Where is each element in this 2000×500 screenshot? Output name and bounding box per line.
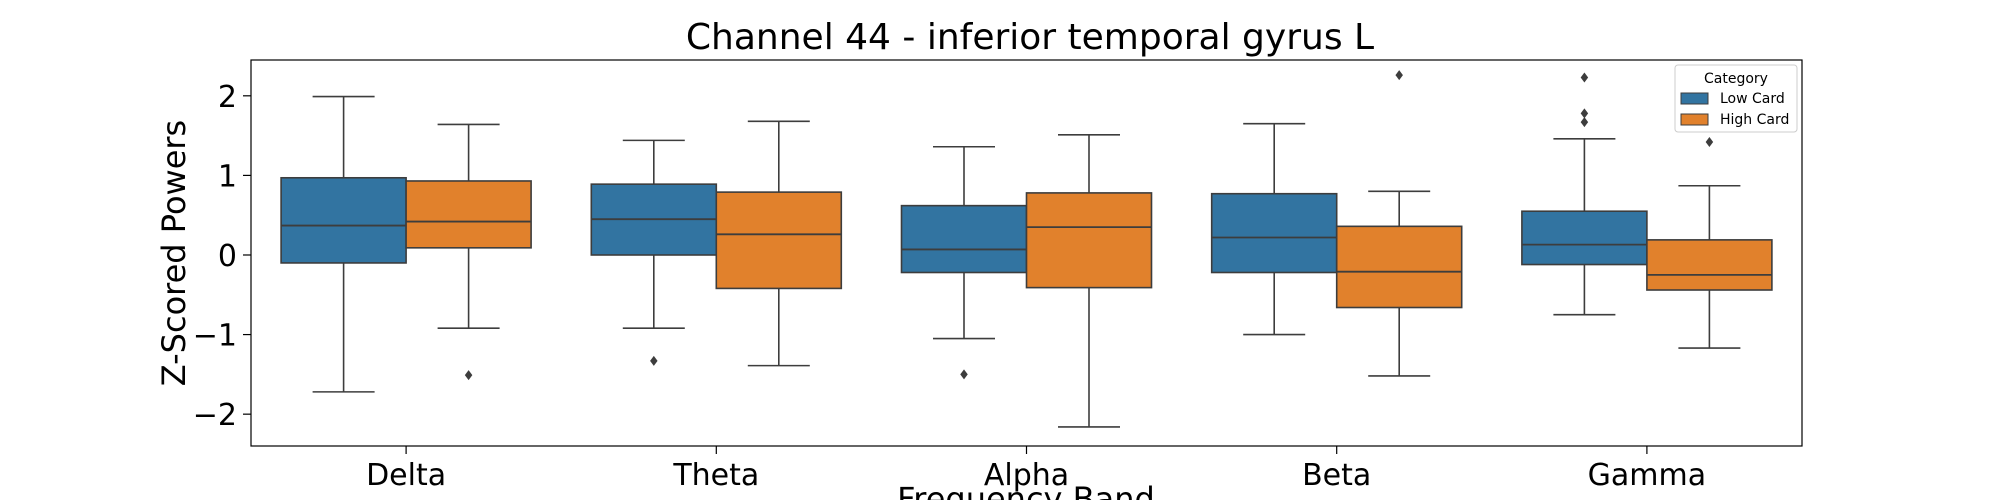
y-tick-label: 0 (218, 239, 237, 274)
legend: Category Low Card High Card (1674, 64, 1798, 133)
y-tick-label: 1 (218, 159, 237, 194)
legend-title: Category (1704, 71, 1768, 87)
x-tick-label: Theta (672, 458, 759, 493)
box-high-card (1646, 239, 1773, 291)
legend-swatch-low-card (1680, 92, 1709, 105)
outlier-point-low-card (1580, 108, 1589, 119)
outlier-point-high-card (464, 370, 473, 381)
legend-label-low-card: Low Card (1720, 91, 1785, 107)
y-axis-label: Z-Scored Powers (155, 120, 193, 386)
outlier-point-high-card (1705, 136, 1714, 147)
chart-title: Channel 44 - inferior temporal gyrus L (686, 17, 1374, 58)
legend-swatch-high-card (1680, 113, 1709, 126)
outlier-point-low-card (1580, 117, 1589, 128)
legend-label-high-card: High Card (1720, 112, 1789, 128)
x-tick-label: Delta (366, 458, 446, 493)
box-high-card (405, 180, 532, 249)
y-tick-label: 2 (218, 80, 237, 115)
x-tick-label: Alpha (984, 458, 1069, 493)
box-high-card (715, 191, 843, 290)
box-low-card (1210, 192, 1338, 274)
outlier-point-low-card (650, 355, 658, 366)
plot-layer: −2 −1 0 1 2 Delta Theta Alpha Beta Gamma (193, 70, 1773, 493)
box-high-card (1335, 225, 1463, 309)
box-low-card (900, 204, 1028, 274)
outlier-point-low-card (1580, 72, 1589, 83)
y-tick-label: −1 (193, 319, 237, 354)
x-tick-label: Gamma (1588, 458, 1706, 493)
x-tick-label: Beta (1302, 458, 1371, 493)
outlier-point-high-card (1395, 70, 1403, 81)
box-low-card (280, 176, 407, 264)
plot-frame (250, 59, 1803, 447)
box-low-card (1521, 210, 1648, 266)
x-axis-label: Frequency Band (897, 480, 1155, 500)
outlier-point-low-card (960, 369, 968, 380)
y-tick-label: −2 (193, 398, 237, 433)
box-high-card (1025, 192, 1153, 289)
